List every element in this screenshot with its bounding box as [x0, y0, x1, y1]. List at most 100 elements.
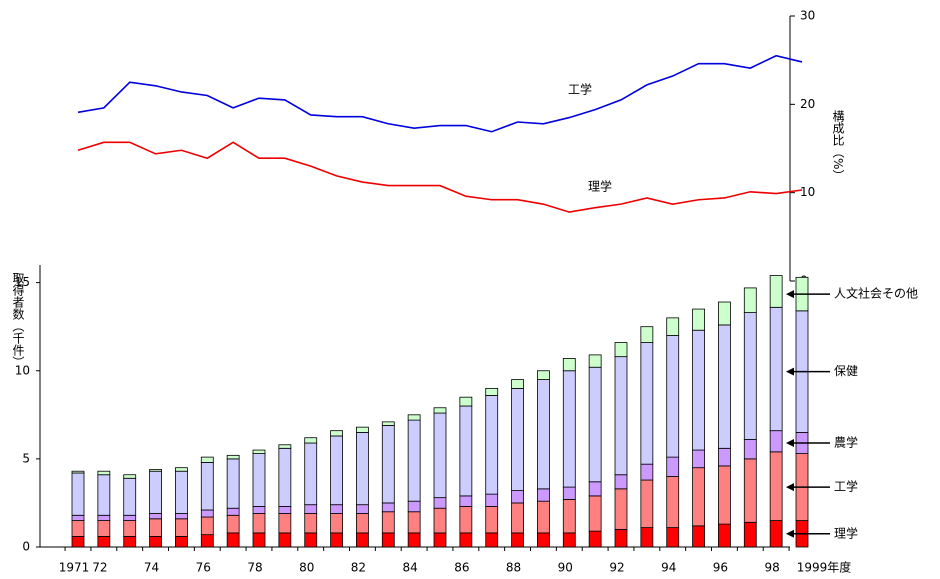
bar-segment	[769, 275, 783, 308]
bar-segment	[226, 514, 240, 534]
legend-label: 工学	[834, 479, 858, 494]
bar-segment	[149, 518, 162, 537]
bar-segment	[330, 430, 343, 437]
x-tick-label: 92	[609, 561, 624, 575]
bar-segment	[666, 476, 680, 529]
bar-segment	[459, 506, 473, 534]
bar-segment	[175, 470, 188, 514]
legend-arrowhead	[786, 483, 794, 492]
x-tick-label: 96	[713, 561, 728, 575]
line	[77, 54, 803, 133]
x-tick-label: 90	[558, 561, 573, 575]
bar-segment	[640, 527, 654, 548]
y2-tick-label: 10	[800, 185, 815, 199]
bar-segment	[562, 499, 576, 534]
bar-segment	[149, 470, 162, 514]
bar-segment	[71, 514, 85, 521]
y-tick-label: 10	[15, 363, 30, 377]
bar-segment	[175, 467, 188, 472]
bar-segment	[97, 536, 111, 548]
bar-segment	[407, 419, 421, 502]
bar-segment	[123, 477, 137, 516]
bar-segment	[407, 511, 421, 534]
bar-segment	[537, 500, 550, 534]
bar-segment	[123, 474, 137, 479]
bar-segment	[588, 354, 602, 368]
bar-segment	[588, 530, 602, 548]
bar-segment	[459, 532, 473, 548]
bar-segment	[97, 474, 111, 516]
bar-segment	[433, 497, 447, 509]
bar-segment	[692, 525, 705, 548]
bar-segment	[614, 356, 628, 476]
bar-segment	[97, 520, 111, 537]
line-label: 工学	[568, 82, 592, 97]
y2-tick-label: 20	[800, 97, 815, 111]
legend-arrowhead	[786, 367, 794, 376]
bar-segment	[381, 511, 395, 534]
bar-segment	[252, 453, 266, 507]
bar-segment	[433, 412, 447, 499]
bar-segment	[252, 449, 266, 454]
bar-segment	[175, 518, 188, 537]
legend-label: 保健	[834, 364, 858, 378]
bar-segment	[200, 461, 214, 511]
bar-segment	[356, 532, 369, 548]
bar-segment	[537, 370, 550, 380]
bar-segment	[71, 520, 85, 537]
bar-segment	[252, 513, 266, 534]
bar-segment	[149, 513, 162, 520]
bar-segment	[718, 465, 731, 525]
bar-segment	[330, 435, 343, 506]
bar-segment	[511, 532, 524, 548]
line-label: 理学	[588, 179, 612, 194]
bar-segment	[200, 456, 214, 463]
bar-segment	[614, 342, 628, 358]
bar-segment	[562, 486, 576, 500]
bar-segment	[226, 507, 240, 516]
bar-segment	[743, 439, 757, 460]
bar-segment	[226, 458, 240, 509]
bar-segment	[278, 532, 292, 548]
bar-segment	[743, 458, 757, 523]
x-tick-label: 84	[403, 561, 418, 575]
y2-axis-label: 構成比（%）	[831, 110, 845, 182]
bar-segment	[304, 513, 318, 534]
x-tick-label: 88	[506, 561, 521, 575]
bar-segment	[562, 358, 576, 372]
y-axis-label: 取得者数（千件）	[11, 272, 25, 368]
bar-segment	[640, 342, 654, 465]
bar-segment	[433, 532, 447, 548]
bar-segment	[511, 387, 524, 491]
bar-segment	[588, 366, 602, 483]
bar-segment	[718, 301, 731, 326]
bar-segment	[614, 488, 628, 530]
bar-segment	[71, 536, 85, 548]
bar-segment	[71, 470, 85, 474]
bar-segment	[330, 504, 343, 514]
bar-segment	[330, 513, 343, 534]
legend-arrowhead	[786, 290, 794, 299]
x-tick-label: 86	[454, 561, 469, 575]
bar-segment	[278, 513, 292, 534]
bar-segment	[278, 444, 292, 449]
bar-segment	[459, 396, 473, 407]
bar-segment	[666, 527, 680, 548]
bar-segment	[743, 521, 757, 548]
legend-label: 農学	[834, 435, 858, 450]
bar-segment	[769, 306, 783, 432]
bar-segment	[381, 424, 395, 504]
bar-segment	[562, 532, 576, 548]
bar-segment	[356, 432, 369, 506]
bar-segment	[485, 395, 499, 495]
bar-segment	[71, 472, 85, 516]
bar-segment	[356, 504, 369, 514]
bar-segment	[407, 500, 421, 513]
x-tick-label: 1971	[59, 561, 90, 575]
legend-label: 理学	[834, 525, 858, 540]
x-tick-label: 74	[144, 561, 159, 575]
bar-segment	[200, 534, 214, 548]
bar-segment	[278, 447, 292, 507]
bar-segment	[304, 532, 318, 548]
